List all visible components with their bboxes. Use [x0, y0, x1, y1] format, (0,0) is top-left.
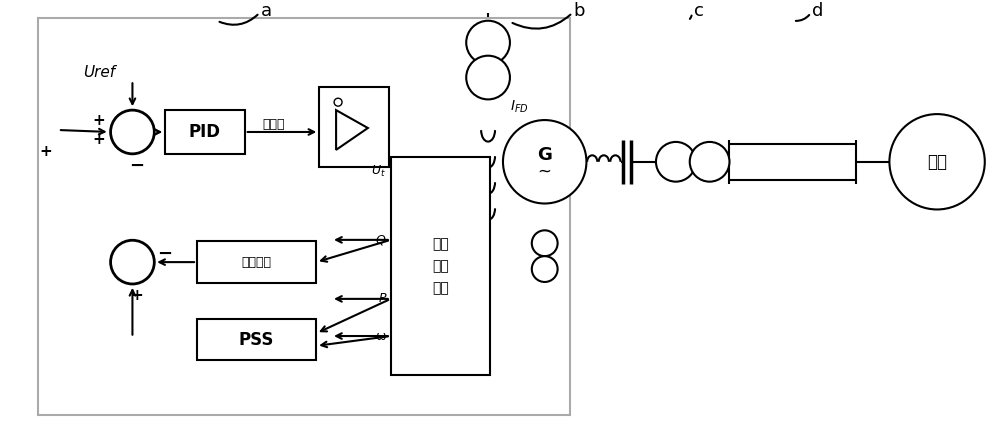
Text: Uref: Uref [83, 65, 115, 80]
Text: PSS: PSS [239, 331, 274, 349]
Text: 触发角: 触发角 [262, 117, 285, 131]
Circle shape [334, 98, 342, 106]
Circle shape [690, 142, 729, 181]
Text: +: + [40, 144, 52, 160]
Bar [38, 18, 570, 415]
Bar [197, 241, 316, 283]
Circle shape [656, 142, 696, 181]
Text: −: − [129, 157, 144, 175]
Text: G: G [537, 146, 552, 164]
Circle shape [466, 21, 510, 64]
Text: $U_t$: $U_t$ [371, 164, 386, 179]
Text: a: a [261, 2, 272, 20]
Text: 调差系数: 调差系数 [242, 255, 272, 269]
Text: ω: ω [375, 329, 386, 343]
Text: +: + [92, 113, 105, 128]
Text: b: b [574, 2, 585, 20]
Text: c: c [694, 2, 704, 20]
Bar [319, 87, 389, 167]
Circle shape [889, 114, 985, 209]
Text: −: − [157, 245, 172, 263]
Bar [165, 110, 245, 154]
Text: Q: Q [376, 233, 386, 246]
Bar [391, 157, 490, 375]
Bar [197, 319, 316, 360]
Circle shape [111, 240, 154, 284]
Circle shape [503, 120, 586, 203]
Text: +: + [130, 289, 143, 304]
Circle shape [466, 56, 510, 99]
Text: +: + [92, 132, 105, 147]
Text: P: P [378, 292, 386, 305]
Text: $I_{FD}$: $I_{FD}$ [510, 99, 529, 115]
Text: d: d [812, 2, 824, 20]
Text: 采样
计算
单元: 采样 计算 单元 [432, 237, 449, 295]
Circle shape [532, 256, 558, 282]
Circle shape [532, 230, 558, 256]
Text: PID: PID [189, 123, 221, 141]
Circle shape [111, 110, 154, 154]
Text: 电网: 电网 [927, 153, 947, 171]
Text: ~: ~ [538, 163, 552, 181]
